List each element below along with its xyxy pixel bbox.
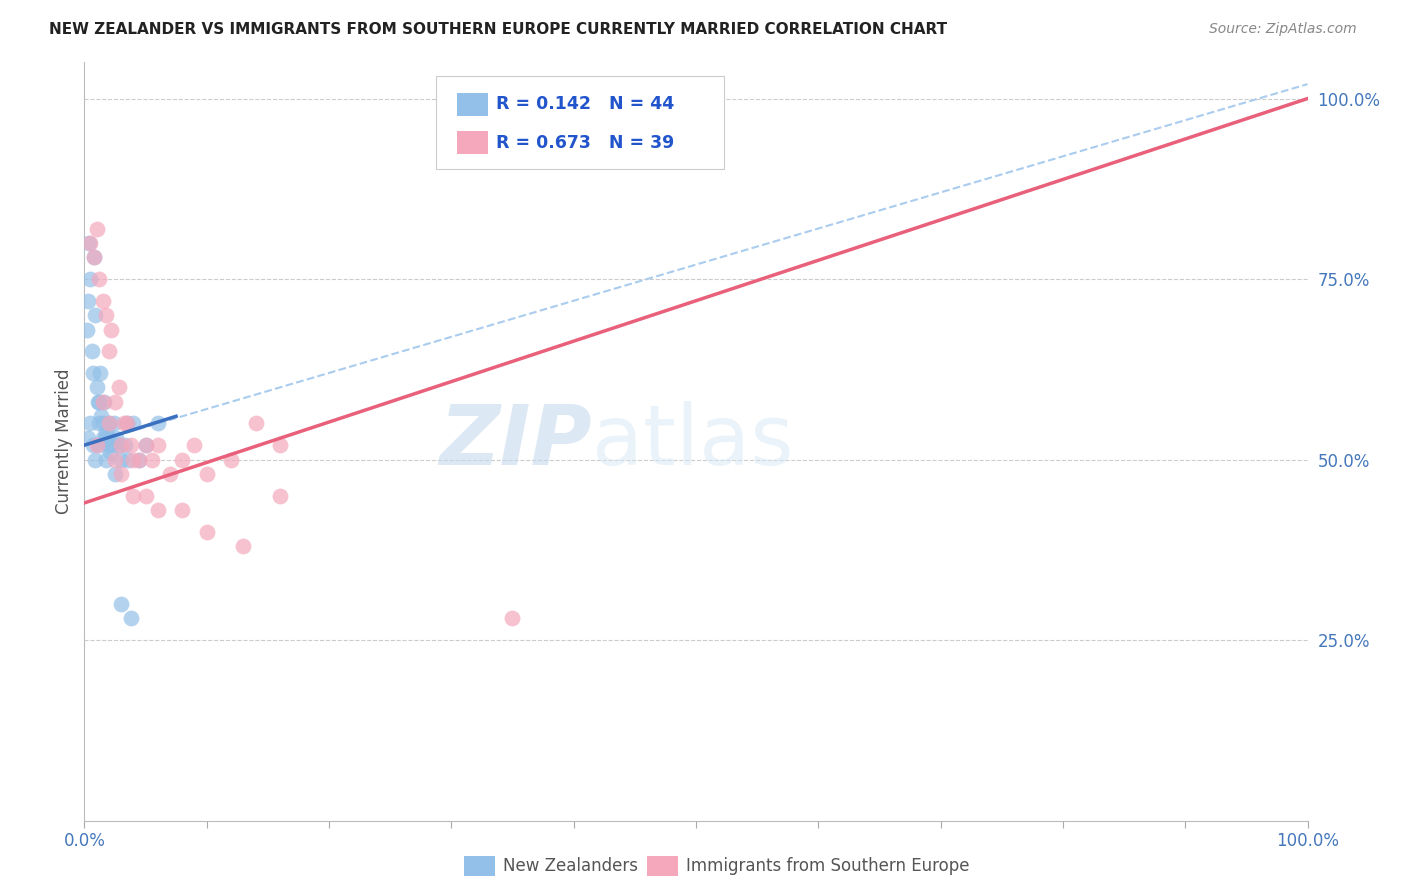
Point bbox=[97, 417, 120, 431]
Point bbox=[128, 452, 150, 467]
Point bbox=[100, 323, 122, 337]
Point bbox=[183, 438, 205, 452]
Point bbox=[91, 431, 114, 445]
Point bbox=[103, 417, 125, 431]
Point bbox=[195, 467, 218, 481]
Point bbox=[232, 539, 254, 553]
Point bbox=[117, 452, 139, 467]
Point bbox=[120, 611, 142, 625]
Point bbox=[79, 272, 101, 286]
Text: Immigrants from Southern Europe: Immigrants from Southern Europe bbox=[686, 857, 970, 875]
Point bbox=[100, 438, 122, 452]
Point bbox=[135, 438, 157, 452]
Point bbox=[91, 417, 114, 431]
Point bbox=[77, 293, 100, 308]
Point bbox=[110, 597, 132, 611]
Point bbox=[87, 417, 110, 431]
Point bbox=[86, 438, 108, 452]
Text: R = 0.142   N = 44: R = 0.142 N = 44 bbox=[496, 95, 675, 113]
Point bbox=[82, 366, 104, 380]
Point bbox=[122, 452, 145, 467]
Point bbox=[105, 431, 128, 445]
Point bbox=[219, 452, 242, 467]
Point bbox=[135, 438, 157, 452]
Point bbox=[91, 394, 114, 409]
Point bbox=[128, 452, 150, 467]
Point bbox=[84, 452, 107, 467]
Point bbox=[89, 366, 111, 380]
Point bbox=[86, 380, 108, 394]
Point bbox=[146, 438, 169, 452]
Point bbox=[77, 431, 100, 445]
Point bbox=[87, 272, 110, 286]
Point bbox=[87, 394, 110, 409]
Point bbox=[87, 438, 110, 452]
Point bbox=[110, 438, 132, 452]
Point bbox=[90, 409, 112, 424]
Point bbox=[141, 452, 163, 467]
Point bbox=[97, 438, 120, 452]
Text: New Zealanders: New Zealanders bbox=[503, 857, 638, 875]
Point bbox=[115, 417, 138, 431]
Point bbox=[159, 467, 181, 481]
Point bbox=[79, 235, 101, 250]
Point bbox=[104, 452, 127, 467]
Point bbox=[146, 417, 169, 431]
Point bbox=[79, 417, 101, 431]
Point bbox=[98, 445, 121, 459]
Point bbox=[112, 417, 135, 431]
Point bbox=[107, 438, 129, 452]
Text: NEW ZEALANDER VS IMMIGRANTS FROM SOUTHERN EUROPE CURRENTLY MARRIED CORRELATION C: NEW ZEALANDER VS IMMIGRANTS FROM SOUTHER… bbox=[49, 22, 948, 37]
Point bbox=[96, 452, 118, 467]
Point bbox=[76, 323, 98, 337]
Text: ZIP: ZIP bbox=[439, 401, 592, 482]
Point bbox=[96, 308, 118, 322]
Point bbox=[104, 467, 127, 481]
Point bbox=[84, 308, 107, 322]
Point bbox=[86, 221, 108, 235]
Point bbox=[77, 235, 100, 250]
Point bbox=[245, 417, 267, 431]
Point bbox=[94, 431, 117, 445]
Point bbox=[110, 467, 132, 481]
Point bbox=[120, 438, 142, 452]
Point bbox=[83, 251, 105, 265]
Point bbox=[269, 438, 291, 452]
Point bbox=[172, 503, 194, 517]
Point bbox=[96, 424, 118, 438]
Point bbox=[122, 489, 145, 503]
Point bbox=[122, 417, 145, 431]
Point bbox=[97, 344, 120, 359]
Point bbox=[114, 438, 136, 452]
Point bbox=[146, 503, 169, 517]
Point bbox=[502, 611, 524, 625]
Point bbox=[195, 524, 218, 539]
Text: Source: ZipAtlas.com: Source: ZipAtlas.com bbox=[1209, 22, 1357, 37]
Point bbox=[115, 417, 138, 431]
Point bbox=[97, 417, 120, 431]
Point bbox=[82, 438, 104, 452]
Y-axis label: Currently Married: Currently Married bbox=[55, 368, 73, 515]
Point bbox=[110, 452, 132, 467]
Text: atlas: atlas bbox=[592, 401, 794, 482]
Point bbox=[80, 344, 103, 359]
Point bbox=[135, 489, 157, 503]
Point bbox=[97, 431, 120, 445]
Point bbox=[87, 394, 110, 409]
Text: R = 0.673   N = 39: R = 0.673 N = 39 bbox=[496, 134, 675, 152]
Point bbox=[83, 251, 105, 265]
Point bbox=[93, 394, 115, 409]
Point bbox=[172, 452, 194, 467]
Point bbox=[107, 380, 129, 394]
Point bbox=[269, 489, 291, 503]
Point bbox=[104, 394, 127, 409]
Point bbox=[91, 293, 114, 308]
